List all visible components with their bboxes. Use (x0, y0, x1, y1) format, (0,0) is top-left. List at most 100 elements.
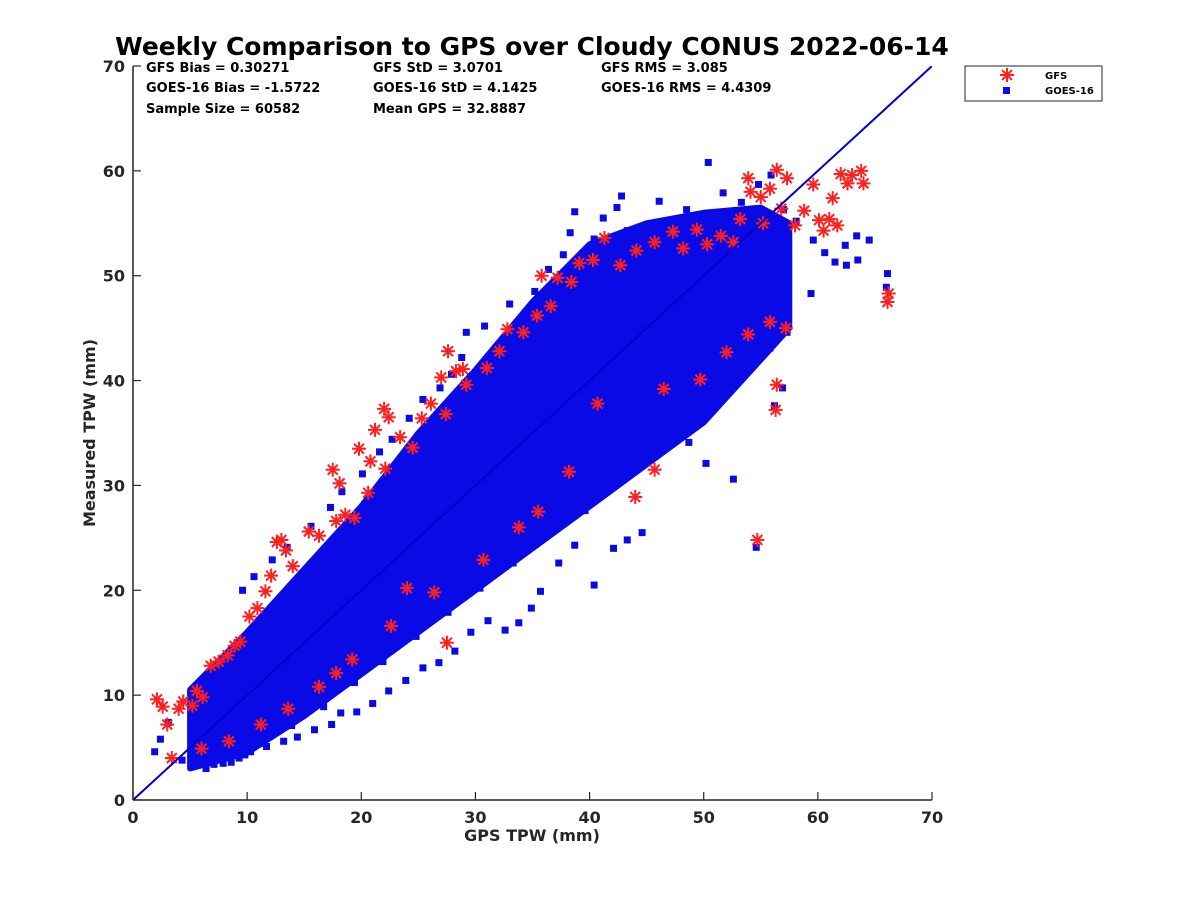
goes-16-point (293, 733, 301, 741)
x-tick-label: 30 (464, 808, 486, 827)
goes-16-point (770, 402, 778, 410)
goes-16-point (210, 760, 218, 768)
goes-16-point (501, 626, 509, 634)
goes-16-point (737, 198, 745, 206)
gfs-point (726, 235, 741, 250)
gfs-point (281, 701, 296, 716)
gfs-point (753, 190, 768, 205)
goes-16-point (436, 384, 444, 392)
goes-16-point (293, 613, 301, 620)
goes-16-point (623, 274, 631, 282)
goes-16-point (536, 587, 544, 595)
goes-16-point (288, 722, 296, 730)
goes-16-point (773, 292, 781, 300)
gfs-point (822, 212, 837, 227)
goes-16-point (405, 414, 413, 422)
x-tick-label: 60 (807, 808, 829, 827)
goes-16-point (412, 632, 420, 640)
goes-16-point (441, 476, 449, 484)
goes-16-point (506, 300, 514, 308)
goes-16-point (767, 171, 775, 179)
gfs-point (756, 216, 771, 231)
gfs-point (562, 464, 577, 479)
gfs-point (511, 520, 526, 535)
stat-gfs-rms: GFS RMS = 3.085 (601, 61, 728, 76)
goes-16-point (419, 395, 427, 403)
gfs-point (438, 407, 453, 422)
gfs-point (439, 635, 454, 650)
stat-gfs-bias: GFS Bias = 0.30271 (146, 61, 289, 76)
gfs-point (352, 441, 367, 456)
gfs-point (285, 559, 300, 574)
y-tick-label: 20 (103, 581, 125, 600)
goes-16-point (193, 761, 201, 769)
goes-16-point (451, 647, 459, 655)
gfs-point (347, 510, 362, 525)
goes-16-point (268, 556, 276, 564)
goes-16-point (638, 529, 646, 537)
gfs-point (264, 568, 279, 583)
y-tick-label: 70 (103, 57, 125, 76)
gfs-point (377, 401, 392, 416)
legend-goes-16-marker (1003, 87, 1010, 94)
goes-16-point (821, 249, 829, 257)
goes-16-point (509, 559, 517, 567)
goes-16-point (388, 435, 396, 443)
goes-16-point (831, 258, 839, 266)
goes-16-point (531, 287, 539, 295)
goes-16-point (458, 354, 466, 362)
goes-16-point (655, 197, 663, 205)
goes-16-point (462, 328, 470, 336)
gfs-point (345, 652, 360, 667)
gfs-point (564, 275, 579, 290)
gfs-point (830, 218, 845, 233)
goes-16-point (672, 242, 680, 250)
x-tick-label: 0 (127, 808, 138, 827)
goes-16-point (807, 290, 815, 298)
goes-16-point (235, 754, 243, 762)
x-tick-label: 50 (693, 808, 715, 827)
y-tick-label: 50 (103, 267, 125, 286)
gfs-point (543, 299, 558, 314)
x-axis-ticks: 0 10 20 30 40 50 60 70 (127, 792, 943, 827)
goes-16-point (753, 265, 761, 273)
gfs-point (780, 171, 795, 186)
goes-16-point (379, 658, 387, 666)
goes-16-point (755, 180, 763, 188)
y-tick-label: 0 (114, 791, 125, 810)
gfs-point (628, 489, 643, 504)
goes-16-point (538, 364, 546, 372)
gfs-point (329, 666, 344, 681)
goes-16-point (726, 214, 734, 222)
goes-16-point (310, 726, 318, 734)
gfs-point (399, 581, 414, 596)
goes-16-point (713, 381, 721, 389)
goes-16-point (685, 438, 693, 446)
goes-16-point (792, 217, 800, 225)
goes-16-point (358, 470, 366, 478)
gfs-point (811, 213, 826, 228)
goes-16-point (202, 765, 210, 773)
goes-16-point (405, 545, 413, 553)
y-axis-ticks: 0 10 20 30 40 50 60 70 (103, 57, 141, 810)
goes-16-point (353, 708, 361, 716)
x-tick-label: 10 (236, 808, 258, 827)
goes-16-point (385, 687, 393, 695)
gfs-point (332, 476, 347, 491)
gfs-point (572, 256, 587, 271)
goes-16-point (402, 676, 410, 684)
one-to-one-line (133, 66, 932, 800)
goes-16-point (337, 709, 345, 717)
gfs-point (689, 222, 704, 237)
gfs-point (797, 203, 812, 218)
goes-16-point (376, 448, 384, 456)
goes-16-point (559, 251, 567, 259)
goes-16-point (239, 586, 247, 594)
gfs-point (253, 717, 268, 732)
gfs-point (194, 741, 209, 756)
gfs-point (880, 294, 895, 309)
y-tick-label: 10 (103, 686, 125, 705)
gfs-point (531, 504, 546, 519)
legend-gfs-asterisk (1000, 68, 1014, 82)
goes-16-point (555, 559, 563, 567)
